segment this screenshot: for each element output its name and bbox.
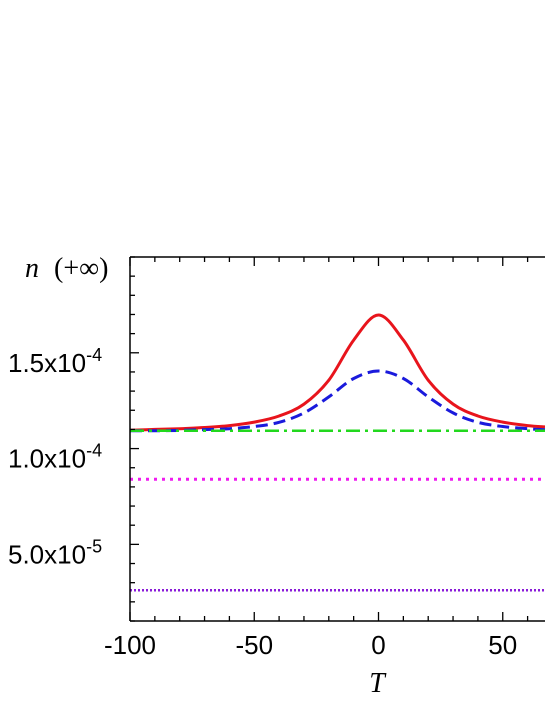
x-tick-label: -100 xyxy=(104,630,156,660)
y-axis-title: n (+∞) xyxy=(25,253,108,284)
y-tick-exponent: -4 xyxy=(86,441,102,461)
x-tick-label: 50 xyxy=(488,630,517,660)
series-layer xyxy=(129,313,545,592)
series-line-2 xyxy=(129,369,545,433)
ticks-layer: -100 -50 0 505.0x10-51.0x10-41.5x10-4 xyxy=(8,256,529,660)
y-tick-exponent: -4 xyxy=(86,345,102,365)
y-tick-exponent: -5 xyxy=(86,536,102,556)
x-tick-label: -50 xyxy=(235,630,273,660)
x-axis-title: T xyxy=(369,668,387,699)
series-line-1 xyxy=(129,313,545,432)
y-tick-mantissa: 1.5x10 xyxy=(8,348,86,378)
y-axis-title-variable: n xyxy=(25,253,39,284)
axes-layer xyxy=(129,256,545,622)
y-tick-mantissa: 1.0x10 xyxy=(8,444,86,474)
y-tick-mantissa: 5.0x10 xyxy=(8,539,86,569)
y-tick-label: 5.0x10-5 xyxy=(8,536,102,569)
y-tick-label: 1.0x10-4 xyxy=(8,441,102,474)
y-axis-title-argument: (+∞) xyxy=(54,253,108,284)
y-tick-label: 1.5x10-4 xyxy=(8,345,102,378)
x-tick-label: 0 xyxy=(371,630,385,660)
